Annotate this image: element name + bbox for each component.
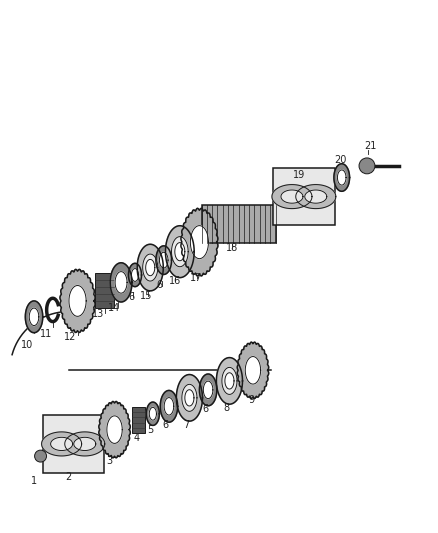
Polygon shape bbox=[225, 373, 234, 389]
Text: 11: 11 bbox=[40, 329, 53, 339]
Text: 17: 17 bbox=[190, 273, 202, 283]
Text: 13: 13 bbox=[92, 309, 104, 319]
Polygon shape bbox=[60, 269, 95, 333]
Polygon shape bbox=[137, 244, 163, 291]
Polygon shape bbox=[296, 184, 336, 208]
Polygon shape bbox=[131, 269, 138, 281]
Polygon shape bbox=[175, 243, 185, 261]
Polygon shape bbox=[69, 286, 86, 317]
Polygon shape bbox=[25, 301, 43, 333]
Polygon shape bbox=[166, 225, 194, 278]
Polygon shape bbox=[185, 390, 194, 406]
Polygon shape bbox=[172, 237, 188, 266]
Text: 14: 14 bbox=[109, 303, 121, 313]
Text: 12: 12 bbox=[64, 332, 76, 342]
Text: 6: 6 bbox=[202, 404, 208, 414]
Text: 7: 7 bbox=[183, 421, 189, 430]
Polygon shape bbox=[42, 432, 81, 456]
Polygon shape bbox=[160, 391, 178, 422]
Polygon shape bbox=[146, 260, 155, 276]
Circle shape bbox=[359, 158, 375, 174]
Polygon shape bbox=[29, 308, 39, 326]
Text: 20: 20 bbox=[334, 155, 346, 165]
Text: 18: 18 bbox=[226, 243, 238, 253]
Text: 16: 16 bbox=[170, 276, 182, 286]
Polygon shape bbox=[65, 432, 105, 456]
Polygon shape bbox=[237, 342, 268, 399]
Bar bbox=[272, 168, 335, 225]
Polygon shape bbox=[203, 381, 213, 399]
Text: 15: 15 bbox=[140, 290, 152, 301]
Bar bbox=[95, 273, 114, 308]
Polygon shape bbox=[156, 246, 172, 274]
Polygon shape bbox=[305, 190, 327, 203]
Polygon shape bbox=[51, 437, 73, 450]
Polygon shape bbox=[334, 164, 350, 191]
Text: 9: 9 bbox=[248, 395, 254, 405]
Polygon shape bbox=[149, 407, 156, 420]
Text: 19: 19 bbox=[293, 171, 306, 180]
Text: 8: 8 bbox=[223, 403, 230, 414]
Polygon shape bbox=[164, 398, 174, 415]
Polygon shape bbox=[146, 402, 159, 425]
Polygon shape bbox=[110, 263, 132, 302]
Polygon shape bbox=[199, 374, 217, 406]
Polygon shape bbox=[216, 358, 243, 404]
Polygon shape bbox=[107, 416, 122, 443]
Polygon shape bbox=[74, 437, 96, 450]
Polygon shape bbox=[191, 225, 208, 259]
Text: 21: 21 bbox=[364, 141, 377, 151]
Polygon shape bbox=[181, 208, 218, 276]
Polygon shape bbox=[182, 384, 197, 411]
Polygon shape bbox=[128, 263, 141, 287]
Circle shape bbox=[35, 450, 46, 462]
Polygon shape bbox=[337, 170, 346, 185]
Text: 6: 6 bbox=[128, 292, 134, 302]
Polygon shape bbox=[115, 272, 127, 293]
Polygon shape bbox=[177, 375, 202, 421]
Text: 1: 1 bbox=[31, 476, 37, 486]
Text: 5: 5 bbox=[147, 425, 153, 434]
Text: 10: 10 bbox=[21, 340, 33, 350]
Polygon shape bbox=[222, 367, 237, 394]
Text: 4: 4 bbox=[133, 433, 139, 443]
Polygon shape bbox=[143, 254, 158, 281]
Polygon shape bbox=[272, 184, 312, 208]
Text: 6: 6 bbox=[163, 421, 169, 430]
Polygon shape bbox=[281, 190, 303, 203]
Text: 6: 6 bbox=[157, 280, 163, 290]
Polygon shape bbox=[245, 357, 261, 384]
Bar bbox=[43, 415, 104, 473]
Polygon shape bbox=[159, 252, 168, 268]
Bar bbox=[131, 407, 145, 433]
Polygon shape bbox=[99, 401, 130, 458]
Text: 2: 2 bbox=[66, 472, 72, 482]
Text: 3: 3 bbox=[106, 456, 113, 466]
Bar bbox=[201, 205, 276, 243]
